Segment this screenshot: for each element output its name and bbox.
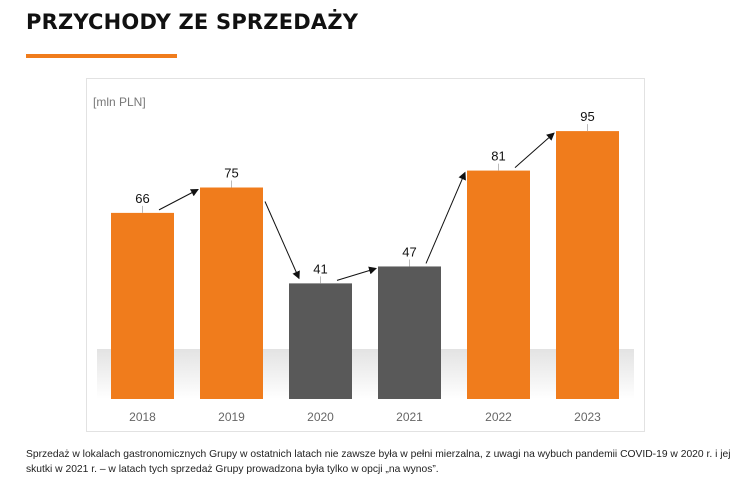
x-tick-label: 2019: [218, 410, 245, 424]
bar-2023: [556, 131, 619, 399]
chart: [mln PLN] 66 2018 75 2019 41 2020 47 2021 81 2022…: [86, 78, 645, 432]
bar-2019: [200, 187, 263, 399]
trend-arrow: [158, 189, 199, 211]
bar-2018: [111, 212, 174, 399]
bar-2020: [289, 283, 352, 399]
trend-arrow: [514, 132, 555, 168]
x-tick-label: 2018: [129, 410, 156, 424]
data-label-2019: 75: [224, 166, 238, 181]
data-label-2018: 66: [135, 191, 149, 206]
x-tick-label: 2020: [307, 410, 334, 424]
page-title: PRZYCHODY ZE SPRZEDAŻY: [26, 10, 359, 34]
x-tick-label: 2023: [574, 410, 601, 424]
bar-2021: [378, 266, 441, 399]
trend-arrow: [425, 171, 466, 264]
unit-label: [mln PLN]: [93, 95, 146, 109]
trend-arrow: [336, 266, 377, 281]
x-tick-label: 2021: [396, 410, 423, 424]
data-label-2020: 41: [313, 261, 327, 276]
footnote: Sprzedaż w lokalach gastronomicznych Gru…: [26, 449, 731, 475]
bar-2022: [467, 170, 530, 399]
title-underline: [26, 54, 177, 58]
trend-arrow: [264, 201, 300, 280]
chart-svg: [mln PLN] 66 2018 75 2019 41 2020 47 2021 81 2022…: [93, 95, 634, 424]
data-label-2023: 95: [580, 109, 594, 124]
data-label-2022: 81: [491, 149, 505, 164]
data-label-2021: 47: [402, 244, 416, 259]
floor-shadow: [97, 349, 634, 399]
x-tick-label: 2022: [485, 410, 512, 424]
